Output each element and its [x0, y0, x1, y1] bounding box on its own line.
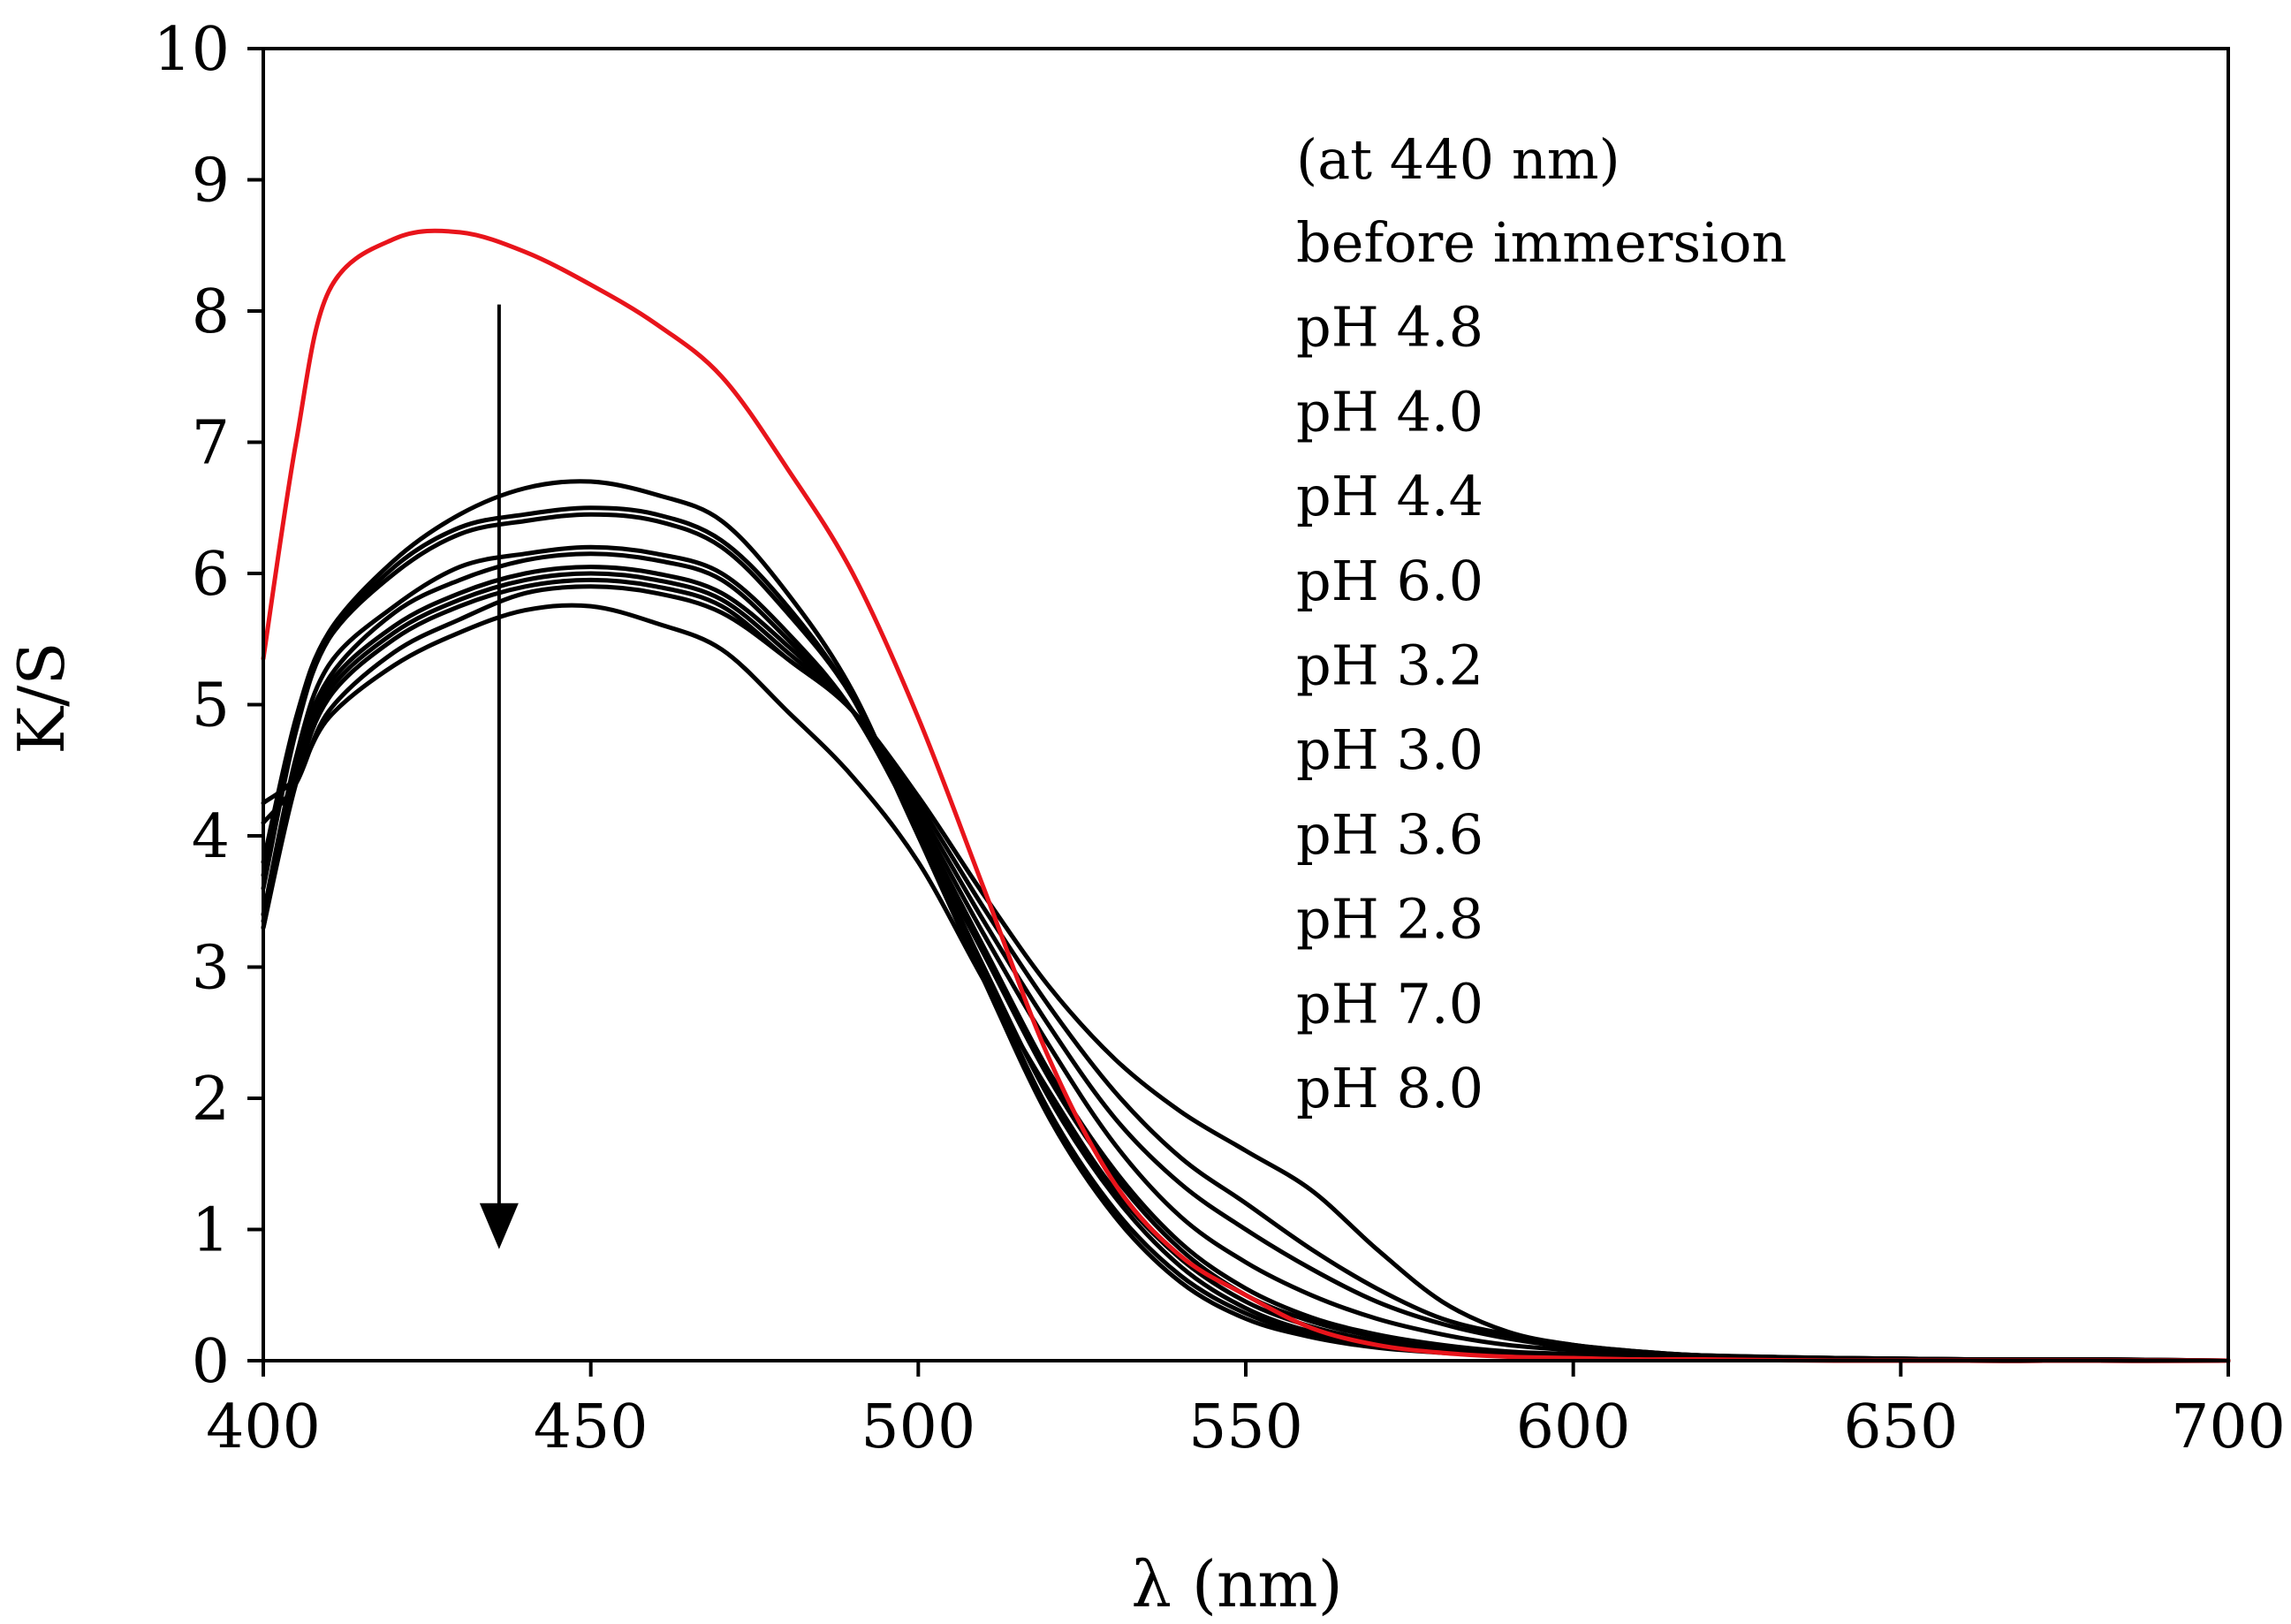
legend-entry-ph-6-0: pH 6.0: [1296, 549, 1483, 613]
series-line-ph-6-0: [261, 544, 2231, 1363]
y-tick-label: 7: [192, 409, 230, 479]
legend-entry-ph-2-8: pH 2.8: [1296, 887, 1483, 952]
legend-header: (at 440 nm): [1296, 127, 1620, 192]
series-line-ph-4-0: [261, 505, 2231, 1363]
annotation-layer: [479, 304, 519, 1249]
y-axis-title: K/S: [4, 641, 79, 754]
series-line-ph-8-0: [261, 603, 2231, 1363]
y-tick-label: 3: [192, 934, 230, 1004]
y-tick-label: 9: [192, 147, 230, 216]
axis-ticks: 400 450 500 550 600 650 700 0 1 2 3 4 5 6 7 8 9 10: [153, 15, 2285, 1462]
series-line-before-immersion: [261, 228, 2231, 1363]
legend-entry-ph-3-0: pH 3.0: [1296, 717, 1483, 782]
legend-entry-ph-3-2: pH 3.2: [1296, 634, 1483, 698]
y-tick-label: 0: [192, 1327, 230, 1397]
series-line-ph-4-4: [261, 512, 2231, 1363]
legend: (at 440 nm) before immersion pH 4.8 pH 4.0…: [1296, 127, 1787, 1120]
y-tick-label: 8: [192, 277, 230, 347]
y-tick-label: 2: [192, 1065, 230, 1135]
series-line-ph-3-2: [261, 551, 2231, 1363]
plot-series: [261, 228, 2231, 1363]
legend-entry-ph-3-6: pH 3.6: [1296, 802, 1483, 867]
y-tick-label: 1: [192, 1196, 230, 1266]
x-tick-label: 550: [1188, 1393, 1303, 1462]
x-tick-label: 700: [2171, 1393, 2286, 1462]
x-tick-label: 450: [534, 1393, 649, 1462]
legend-entry-ph-4-8: pH 4.8: [1296, 295, 1483, 360]
legend-entry-ph-4-4: pH 4.4: [1296, 464, 1483, 528]
trend-arrow-head: [479, 1203, 519, 1249]
legend-entry-before-immersion: before immersion: [1296, 210, 1787, 275]
x-tick-label: 600: [1516, 1393, 1631, 1462]
x-tick-label: 400: [206, 1393, 321, 1462]
series-line-ph-3-6: [261, 571, 2231, 1363]
series-line-ph-7-0: [261, 584, 2231, 1363]
legend-entry-ph-4-0: pH 4.0: [1296, 379, 1483, 444]
plot-frame: [262, 47, 2230, 1362]
x-tick-label: 500: [861, 1393, 975, 1462]
y-tick-label: 6: [192, 540, 230, 610]
legend-entry-ph-8-0: pH 8.0: [1296, 1056, 1483, 1120]
y-tick-label: 10: [153, 15, 230, 85]
legend-entry-ph-7-0: pH 7.0: [1296, 971, 1483, 1036]
y-tick-label: 5: [192, 672, 230, 741]
x-tick-label: 650: [1843, 1393, 1958, 1462]
series-line-ph-3-0: [261, 565, 2231, 1363]
series-line-ph-2-8: [261, 577, 2231, 1363]
x-axis-title: λ (nm): [1131, 1547, 1342, 1621]
y-tick-label: 4: [192, 802, 230, 872]
